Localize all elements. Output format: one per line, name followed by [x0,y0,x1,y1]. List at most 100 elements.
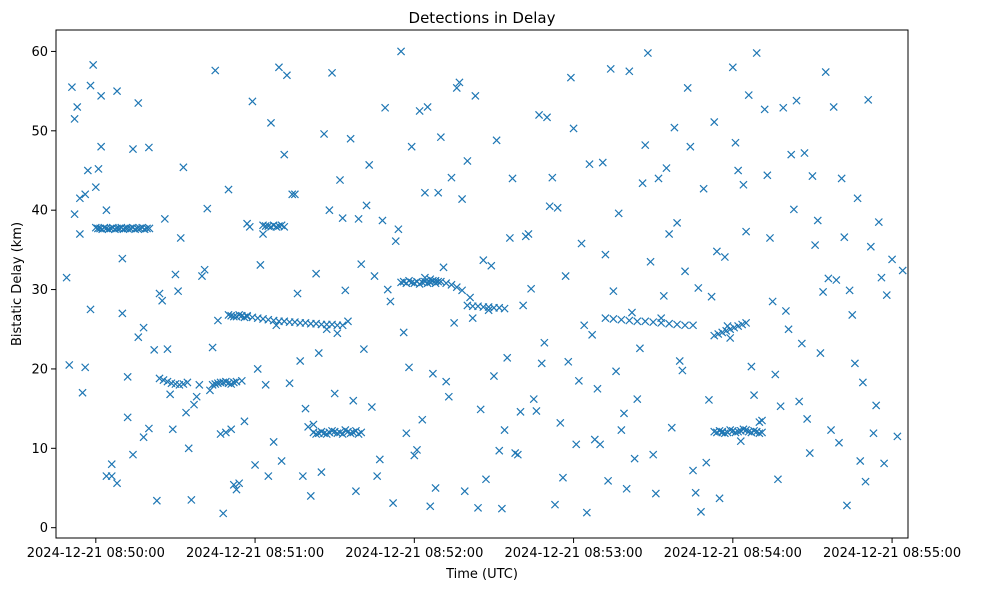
data-point [662,164,671,173]
data-point [81,363,90,372]
data-point [566,73,575,82]
data-point [197,272,207,281]
data-point [203,204,212,213]
data-point [189,400,199,409]
data-point [643,48,652,58]
data-point [707,292,716,301]
data-point [476,405,485,414]
data-point [211,66,220,75]
data-point [569,124,578,133]
data-point [858,378,867,387]
data-point [752,48,761,58]
data-point [309,420,318,429]
data-point [179,163,188,172]
data-point [813,216,822,225]
data-point [208,343,217,352]
data-point [102,472,111,481]
data-point [755,429,764,438]
data-point [402,429,411,438]
data-point [290,190,299,199]
data-point [816,349,825,358]
data-point [259,229,268,239]
data-point [439,263,448,272]
y-axis-label: Bistatic Delay (km) [10,222,25,346]
x-tick-label: 2024-12-21 08:51:00 [186,546,324,561]
data-point [171,270,180,279]
data-point [558,473,567,482]
data-point [264,472,273,481]
data-point [821,68,830,77]
data-point [67,83,76,92]
data-point [649,450,658,459]
data-point [893,432,902,441]
data-point [829,102,838,112]
data-point [338,429,347,439]
data-point [532,406,541,416]
data-point [750,391,759,400]
data-point [412,445,421,454]
data-point [288,190,297,199]
data-point [548,173,557,182]
data-point [673,218,682,227]
chart-title: Detections in Delay [409,9,556,27]
data-point [686,142,695,151]
data-point [606,64,615,73]
data-point [842,501,851,510]
data-point [224,310,233,319]
data-point [208,380,217,389]
data-point [367,403,376,412]
data-point [357,260,366,269]
data-point [795,397,804,406]
data-point [864,95,873,104]
data-point [869,429,878,438]
data-point [460,487,469,496]
data-point [665,319,674,328]
data-point [537,359,546,368]
x-tick-label: 2024-12-21 08:50:00 [27,546,165,561]
data-point [458,286,467,295]
data-point [848,310,857,319]
data-point [479,256,488,265]
data-point [349,396,358,405]
data-point [596,440,605,449]
data-point [354,214,363,223]
data-point [500,426,509,435]
data-point [484,306,493,315]
y-tick-label: 10 [31,442,48,457]
data-point [123,372,132,381]
data-point [691,488,700,497]
data-point [450,318,459,327]
data-point [113,87,122,96]
data-point [447,173,456,182]
data-point [274,63,283,72]
data-point [585,160,594,169]
data-point [62,273,71,282]
data-point [261,380,270,389]
data-point [176,233,185,242]
data-point [75,194,84,203]
data-point [75,229,84,239]
y-tick-label: 50 [31,124,48,139]
data-point [789,205,798,214]
data-point [118,254,127,263]
data-point [500,304,509,313]
data-point [715,494,724,503]
data-point [442,377,451,386]
data-point [253,364,262,373]
data-point [681,267,690,276]
data-point [481,475,491,484]
data-point [192,392,201,401]
data-point [205,386,214,395]
data-point [874,218,883,227]
data-point [819,287,828,296]
data-point [434,277,443,286]
y-tick-label: 40 [31,204,48,219]
data-point [351,487,360,496]
data-point [856,456,865,466]
data-point [808,172,817,181]
data-point [805,449,814,458]
data-point [158,296,167,305]
data-point [649,318,658,327]
data-point [397,47,406,56]
data-point [511,449,520,458]
